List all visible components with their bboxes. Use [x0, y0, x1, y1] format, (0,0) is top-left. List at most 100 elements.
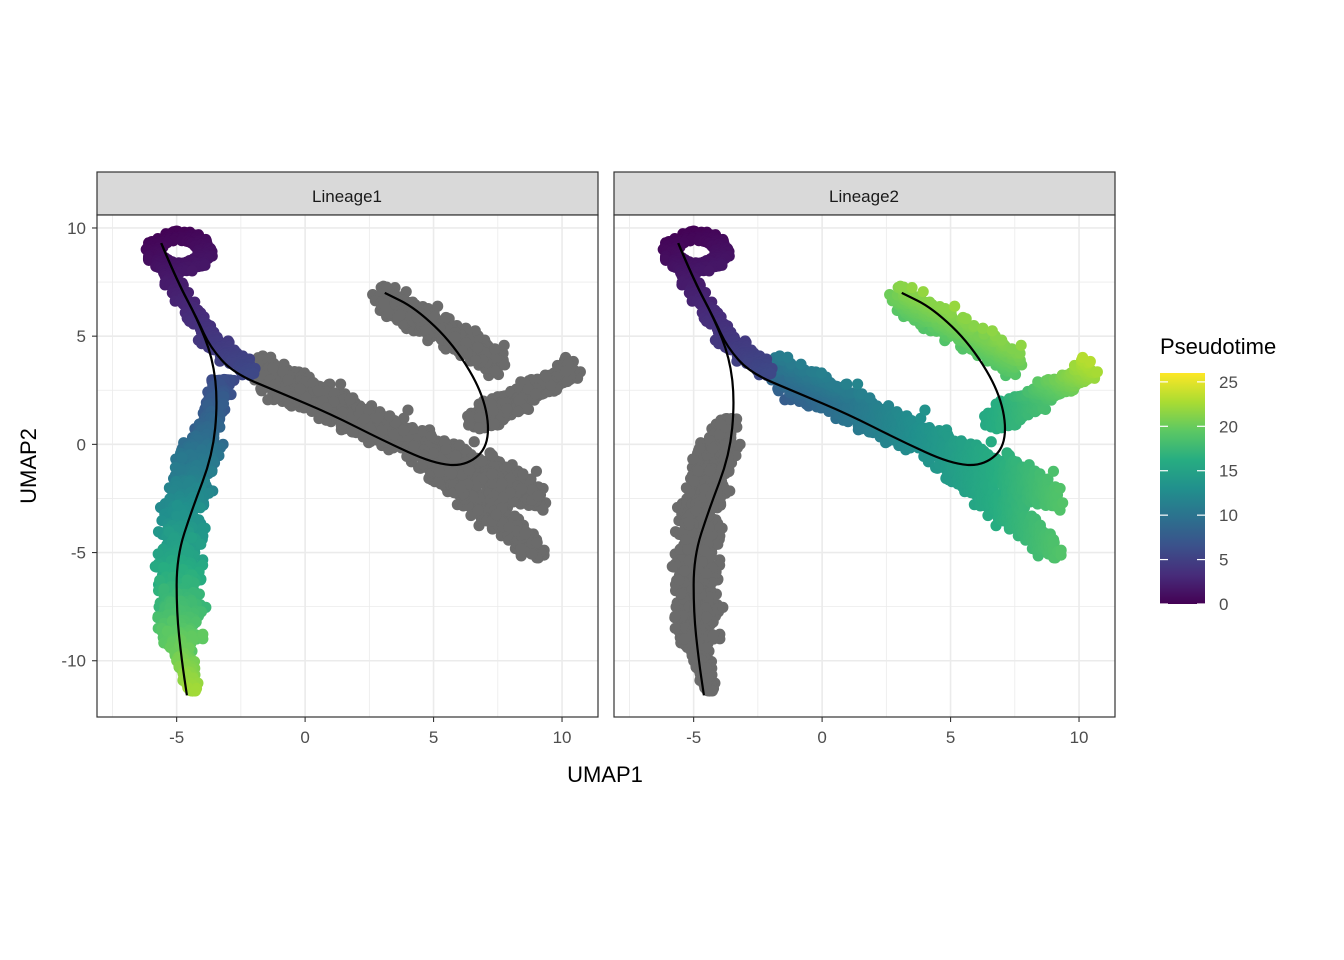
plot-border-lineage1 [96, 214, 599, 718]
data-point [262, 394, 274, 406]
data-point [328, 387, 340, 399]
data-point [416, 458, 429, 470]
data-point [449, 331, 461, 343]
data-point [476, 455, 488, 468]
data-point [490, 509, 502, 521]
data-point [383, 307, 395, 319]
data-point [489, 365, 501, 377]
data-point [532, 490, 544, 502]
data-point [166, 615, 178, 627]
data-point [407, 423, 419, 435]
data-point [378, 298, 390, 310]
strip-label-lineage2: Lineage2 [829, 187, 899, 206]
data-point [446, 467, 458, 480]
data-point [269, 379, 281, 391]
points-lineage2 [657, 225, 1103, 697]
data-point [544, 379, 557, 391]
data-point [497, 491, 509, 503]
data-point [512, 406, 524, 418]
data-point [194, 502, 206, 514]
data-point [487, 405, 499, 417]
data-point [189, 685, 201, 697]
data-point [307, 376, 319, 389]
data-point [473, 411, 486, 423]
data-point [433, 466, 446, 478]
data-point [519, 528, 531, 540]
data-point [488, 418, 500, 430]
curves-lineage1 [160, 242, 490, 696]
data-point [509, 510, 521, 522]
data-point [158, 562, 170, 574]
data-point [453, 439, 466, 451]
data-point [152, 526, 165, 538]
data-point [372, 412, 384, 424]
data-point [384, 410, 396, 422]
data-point [537, 504, 549, 516]
data-point [472, 341, 484, 354]
data-point [398, 412, 410, 424]
data-point [408, 440, 420, 452]
data-point [486, 449, 498, 461]
data-point [388, 429, 400, 441]
strip-label-lineage1: Lineage1 [312, 187, 382, 206]
data-point [394, 309, 406, 321]
panel-lineage1: Lineage1 [96, 171, 599, 718]
data-point [515, 543, 527, 555]
data-point [440, 443, 452, 456]
data-point [503, 521, 515, 533]
data-point [450, 450, 462, 462]
lineage-curve [160, 242, 218, 696]
data-point [359, 413, 371, 425]
data-point [425, 431, 438, 443]
data-point [300, 391, 312, 403]
data-point [161, 625, 173, 637]
data-point [561, 375, 573, 388]
data-point [486, 468, 498, 480]
data-point [397, 424, 410, 436]
data-point [267, 362, 279, 374]
data-point [531, 536, 543, 549]
data-point [540, 370, 552, 383]
data-point [472, 504, 484, 516]
data-point [336, 406, 349, 418]
data-point [465, 411, 477, 423]
data-point [158, 583, 170, 595]
data-point [197, 628, 209, 640]
data-point [282, 374, 294, 386]
data-point [470, 480, 482, 492]
data-point [500, 462, 513, 474]
panel-lineage2: Lineage2 [613, 171, 1116, 718]
data-point [176, 452, 188, 464]
data-point [515, 483, 528, 495]
data-point [402, 404, 414, 416]
data-point [489, 343, 501, 355]
data-point [344, 393, 356, 406]
data-point [380, 281, 393, 293]
data-point [357, 431, 369, 443]
data-point [364, 422, 376, 434]
data-point [185, 532, 198, 544]
data-point [420, 324, 432, 336]
data-point [214, 355, 226, 367]
data-point [434, 323, 446, 335]
data-point [440, 311, 452, 324]
data-point [530, 465, 543, 477]
data-point [154, 574, 166, 586]
data-point [499, 359, 511, 371]
data-point [498, 339, 510, 351]
data-point [473, 422, 485, 434]
data-point [470, 355, 482, 367]
data-point [376, 424, 388, 436]
data-point [362, 403, 375, 415]
data-point [496, 477, 508, 490]
data-point [529, 388, 542, 400]
data-point [312, 385, 325, 397]
data-point [513, 394, 525, 407]
data-point [195, 538, 207, 550]
data-point [560, 365, 572, 377]
data-point [432, 300, 444, 312]
data-point [517, 468, 529, 480]
data-point [427, 447, 439, 459]
data-point [294, 383, 306, 395]
strip-lineage1 [96, 171, 599, 216]
